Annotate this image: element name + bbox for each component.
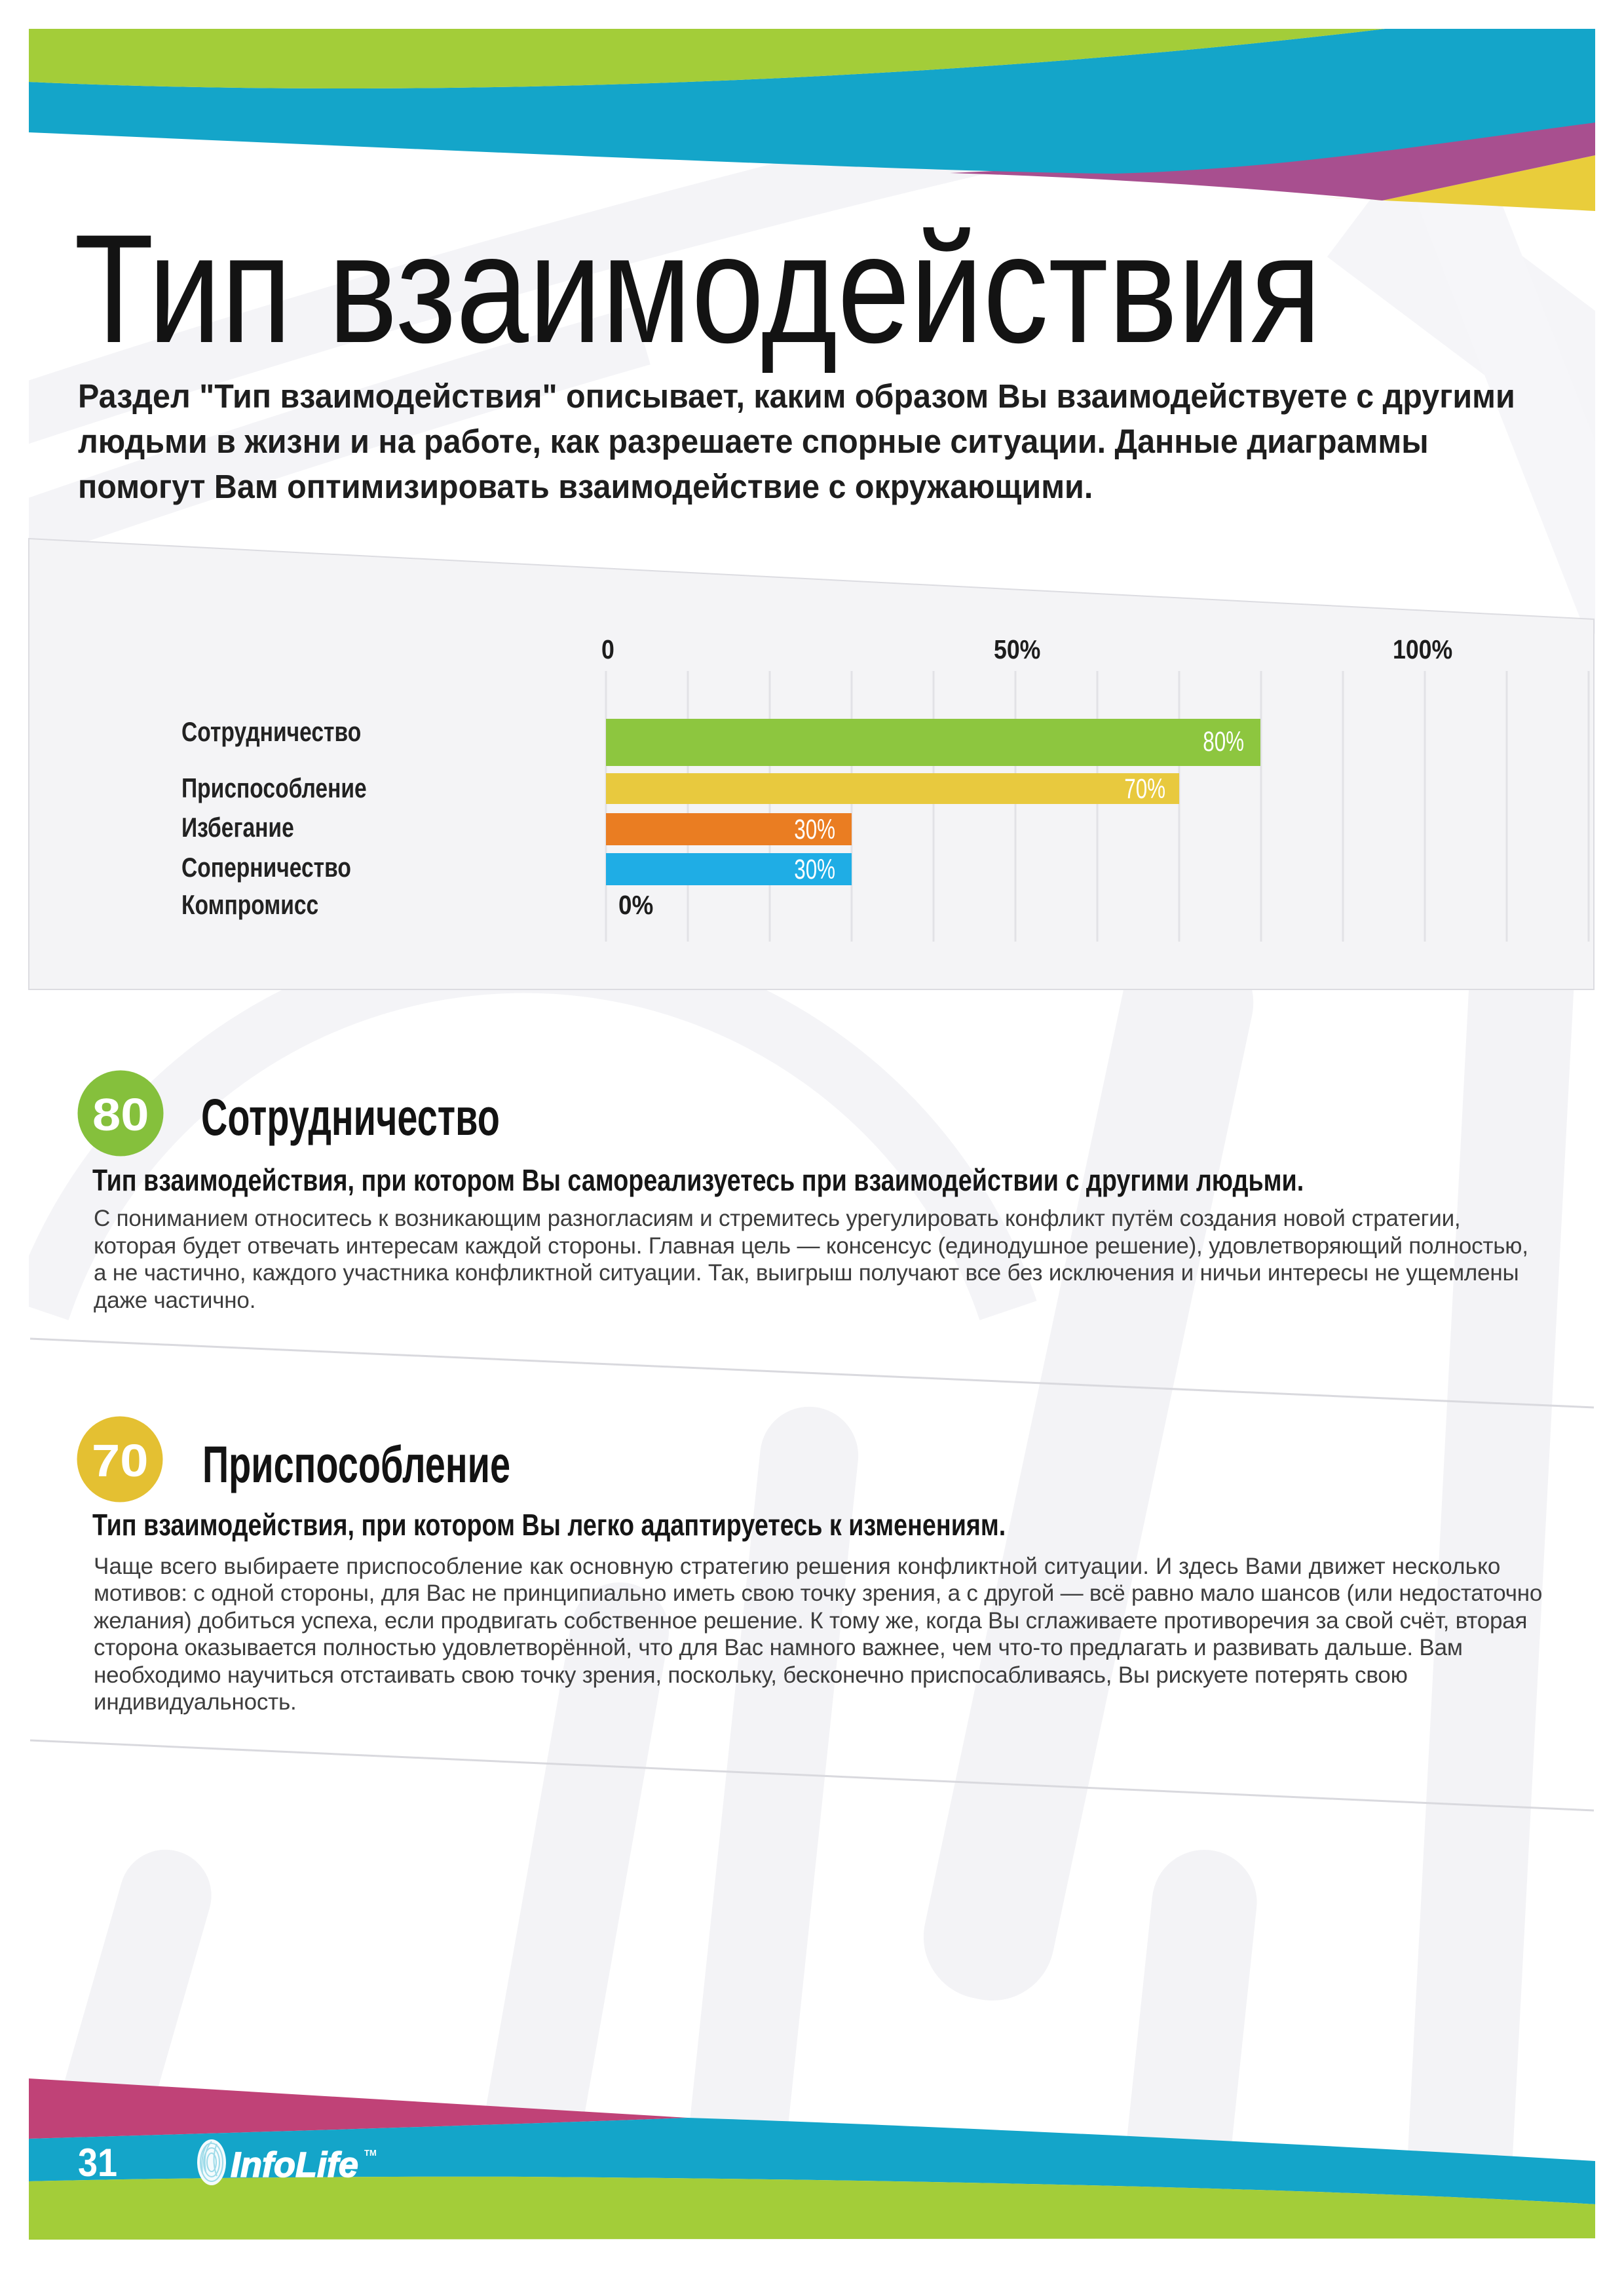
svg-text:TM: TM	[364, 2148, 377, 2158]
svg-text:InfoLife: InfoLife	[231, 2145, 358, 2185]
